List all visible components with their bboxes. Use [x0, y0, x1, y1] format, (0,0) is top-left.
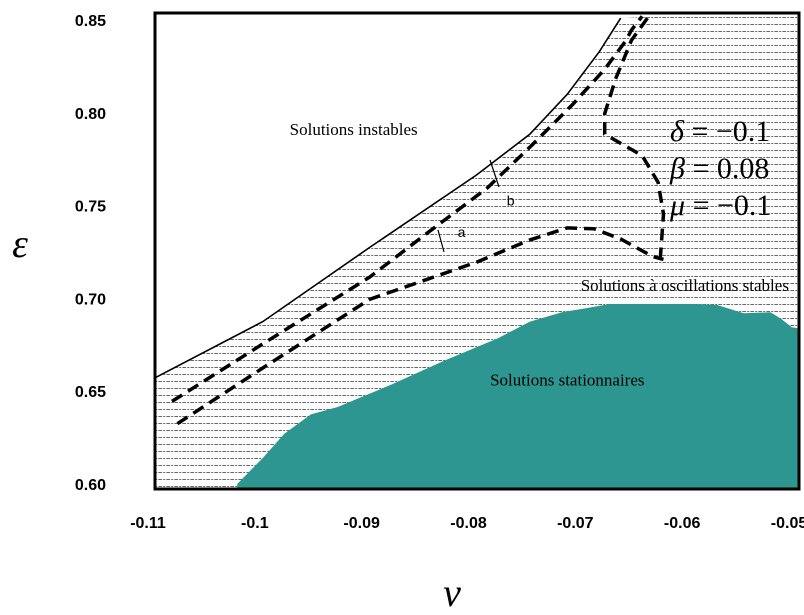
dashed-curve-a	[176, 226, 664, 426]
y-tick-label: 0.75	[75, 199, 106, 216]
region-label: Solutions à oscillations stables	[581, 276, 789, 295]
dashed-curve-b	[171, 15, 644, 403]
curve-label-a: a	[458, 224, 466, 240]
region-labels: Solutions instables Solutions à oscillati…	[290, 120, 789, 390]
x-tick-label: -0.11	[130, 515, 166, 532]
y-tick-label: 0.85	[75, 13, 106, 30]
region-label: Solutions instables	[290, 120, 418, 139]
parameter-line: δ = −0.1	[670, 115, 770, 148]
y-axis-label: ε	[12, 221, 28, 266]
x-tick-label: -0.09	[343, 515, 380, 532]
parameter-box: δ = −0.1 β = 0.08 μ = −0.1	[669, 115, 771, 222]
stationary-solutions-region	[237, 304, 800, 490]
parameter-line: β = 0.08	[669, 152, 769, 185]
x-axis-label: ν	[443, 570, 461, 615]
plot-frame	[153, 11, 801, 491]
y-tick-label: 0.70	[75, 291, 106, 308]
x-axis-ticks: -0.11 -0.1 -0.09 -0.08 -0.07 -0.06 -0.05	[130, 515, 804, 532]
curve-label-b: b	[507, 193, 515, 209]
x-tick-label: -0.08	[450, 515, 487, 532]
x-tick-label: -0.05	[771, 515, 804, 532]
parameter-line: μ = −0.1	[669, 189, 771, 222]
y-tick-label: 0.80	[75, 106, 106, 123]
y-tick-label: 0.60	[75, 477, 106, 494]
dashed-curve-upper	[602, 17, 666, 259]
curve-labels: ab	[458, 193, 515, 241]
x-tick-label: -0.1	[241, 515, 269, 532]
label-a-leader	[437, 229, 445, 253]
y-axis-ticks: 0.85 0.80 0.75 0.70 0.65 0.60	[75, 13, 106, 494]
y-tick-label: 0.65	[75, 384, 106, 401]
x-tick-label: -0.07	[557, 515, 594, 532]
stability-boundary-line	[155, 17, 622, 379]
label-b-leader	[489, 159, 500, 188]
region-label: Solutions stationnaires	[490, 371, 644, 390]
x-tick-label: -0.06	[664, 515, 701, 532]
